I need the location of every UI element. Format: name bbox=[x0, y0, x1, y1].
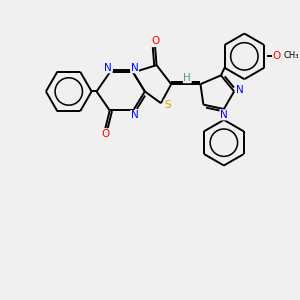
Text: O: O bbox=[101, 129, 110, 139]
Text: N: N bbox=[104, 63, 112, 73]
Text: N: N bbox=[131, 63, 139, 73]
Text: H: H bbox=[183, 73, 191, 83]
Text: O: O bbox=[151, 36, 159, 46]
Text: N: N bbox=[236, 85, 243, 95]
Text: CH₃: CH₃ bbox=[283, 51, 299, 60]
Text: N: N bbox=[220, 110, 228, 120]
Text: S: S bbox=[164, 100, 171, 110]
Text: N: N bbox=[131, 110, 139, 121]
Text: O: O bbox=[272, 51, 281, 61]
